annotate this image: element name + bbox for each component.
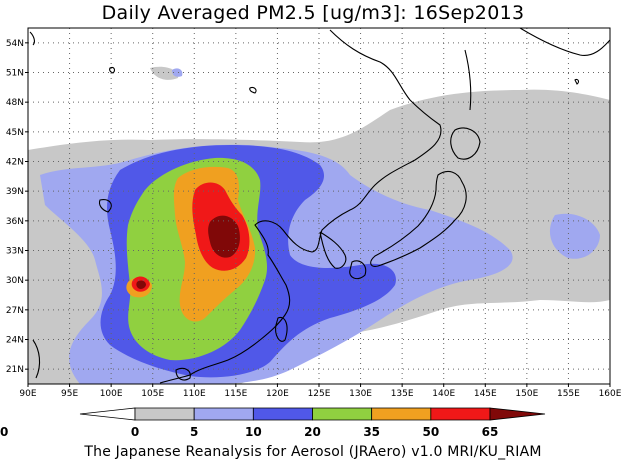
colorbar-bin [193,407,254,421]
lat-tick-label: 36N [6,217,24,227]
lon-tick-label: 145E [474,389,497,399]
colorbar-label: 35 [363,425,380,439]
lat-tick-label: 30N [6,276,24,286]
lon-tick-label: 115E [224,389,247,399]
lat-tick-label: 33N [6,247,24,257]
lon-tick-label: 95E [61,389,78,399]
colorbar-bin [371,407,432,421]
colorbar-bin [252,407,313,421]
map-grid [28,28,610,384]
lon-tick-label: 130E [349,389,372,399]
longitude-labels: 90E 95E 100E 105E 110E 115E 120E 125E 130E 135E 14… [19,384,622,399]
lon-tick-label: 105E [141,389,164,399]
lon-tick-label: 120E [266,389,289,399]
colorbar-bin [312,407,373,421]
colorbar-bin [489,407,546,421]
lat-tick-label: 54N [6,39,24,49]
colorbar-bin [79,407,136,421]
colorbar-label: 20 [304,425,321,439]
colorbar-label: 5 [190,425,198,439]
lat-tick-label: 45N [6,128,24,138]
lon-tick-label: 135E [391,389,414,399]
coastlines [29,28,610,384]
lat-tick-label: 39N [6,187,24,197]
latitude-labels: 21N 24N 27N 30N 33N 36N 39N 42N 45N 48N 51N 54N [6,39,28,375]
footer-caption: The Japanese Reanalysis for Aerosol (JRA… [84,444,542,460]
colorbar-label: 10 [245,425,262,439]
lon-tick-label: 100E [100,389,123,399]
map-title: Daily Averaged PM2.5 [ug/m3]: 16Sep2013 [101,2,525,24]
lon-tick-label: 160E [599,389,622,399]
colorbar-bin [134,407,195,421]
lon-tick-label: 110E [183,389,206,399]
lat-tick-label: 21N [6,365,24,375]
lat-tick-label: 48N [6,98,24,108]
lon-tick-label: 140E [432,389,455,399]
layer-80-plus [136,215,240,289]
lon-tick-label: 155E [557,389,580,399]
colorbar-label: 80 [0,425,8,439]
colorbar-label: 0 [131,425,139,439]
colorbar-bin [430,407,491,421]
colorbar-label: 65 [482,425,499,439]
lon-tick-label: 150E [515,389,538,399]
concentration-field [28,28,610,384]
lon-tick-label: 90E [19,389,36,399]
lon-tick-label: 125E [308,389,331,399]
lat-tick-label: 27N [6,306,24,316]
lat-tick-label: 42N [6,158,24,168]
lat-tick-label: 24N [6,336,24,346]
lat-tick-label: 51N [6,69,24,79]
colorbar: 0 5 10 20 35 50 65 80 [0,407,546,439]
colorbar-label: 50 [422,425,439,439]
